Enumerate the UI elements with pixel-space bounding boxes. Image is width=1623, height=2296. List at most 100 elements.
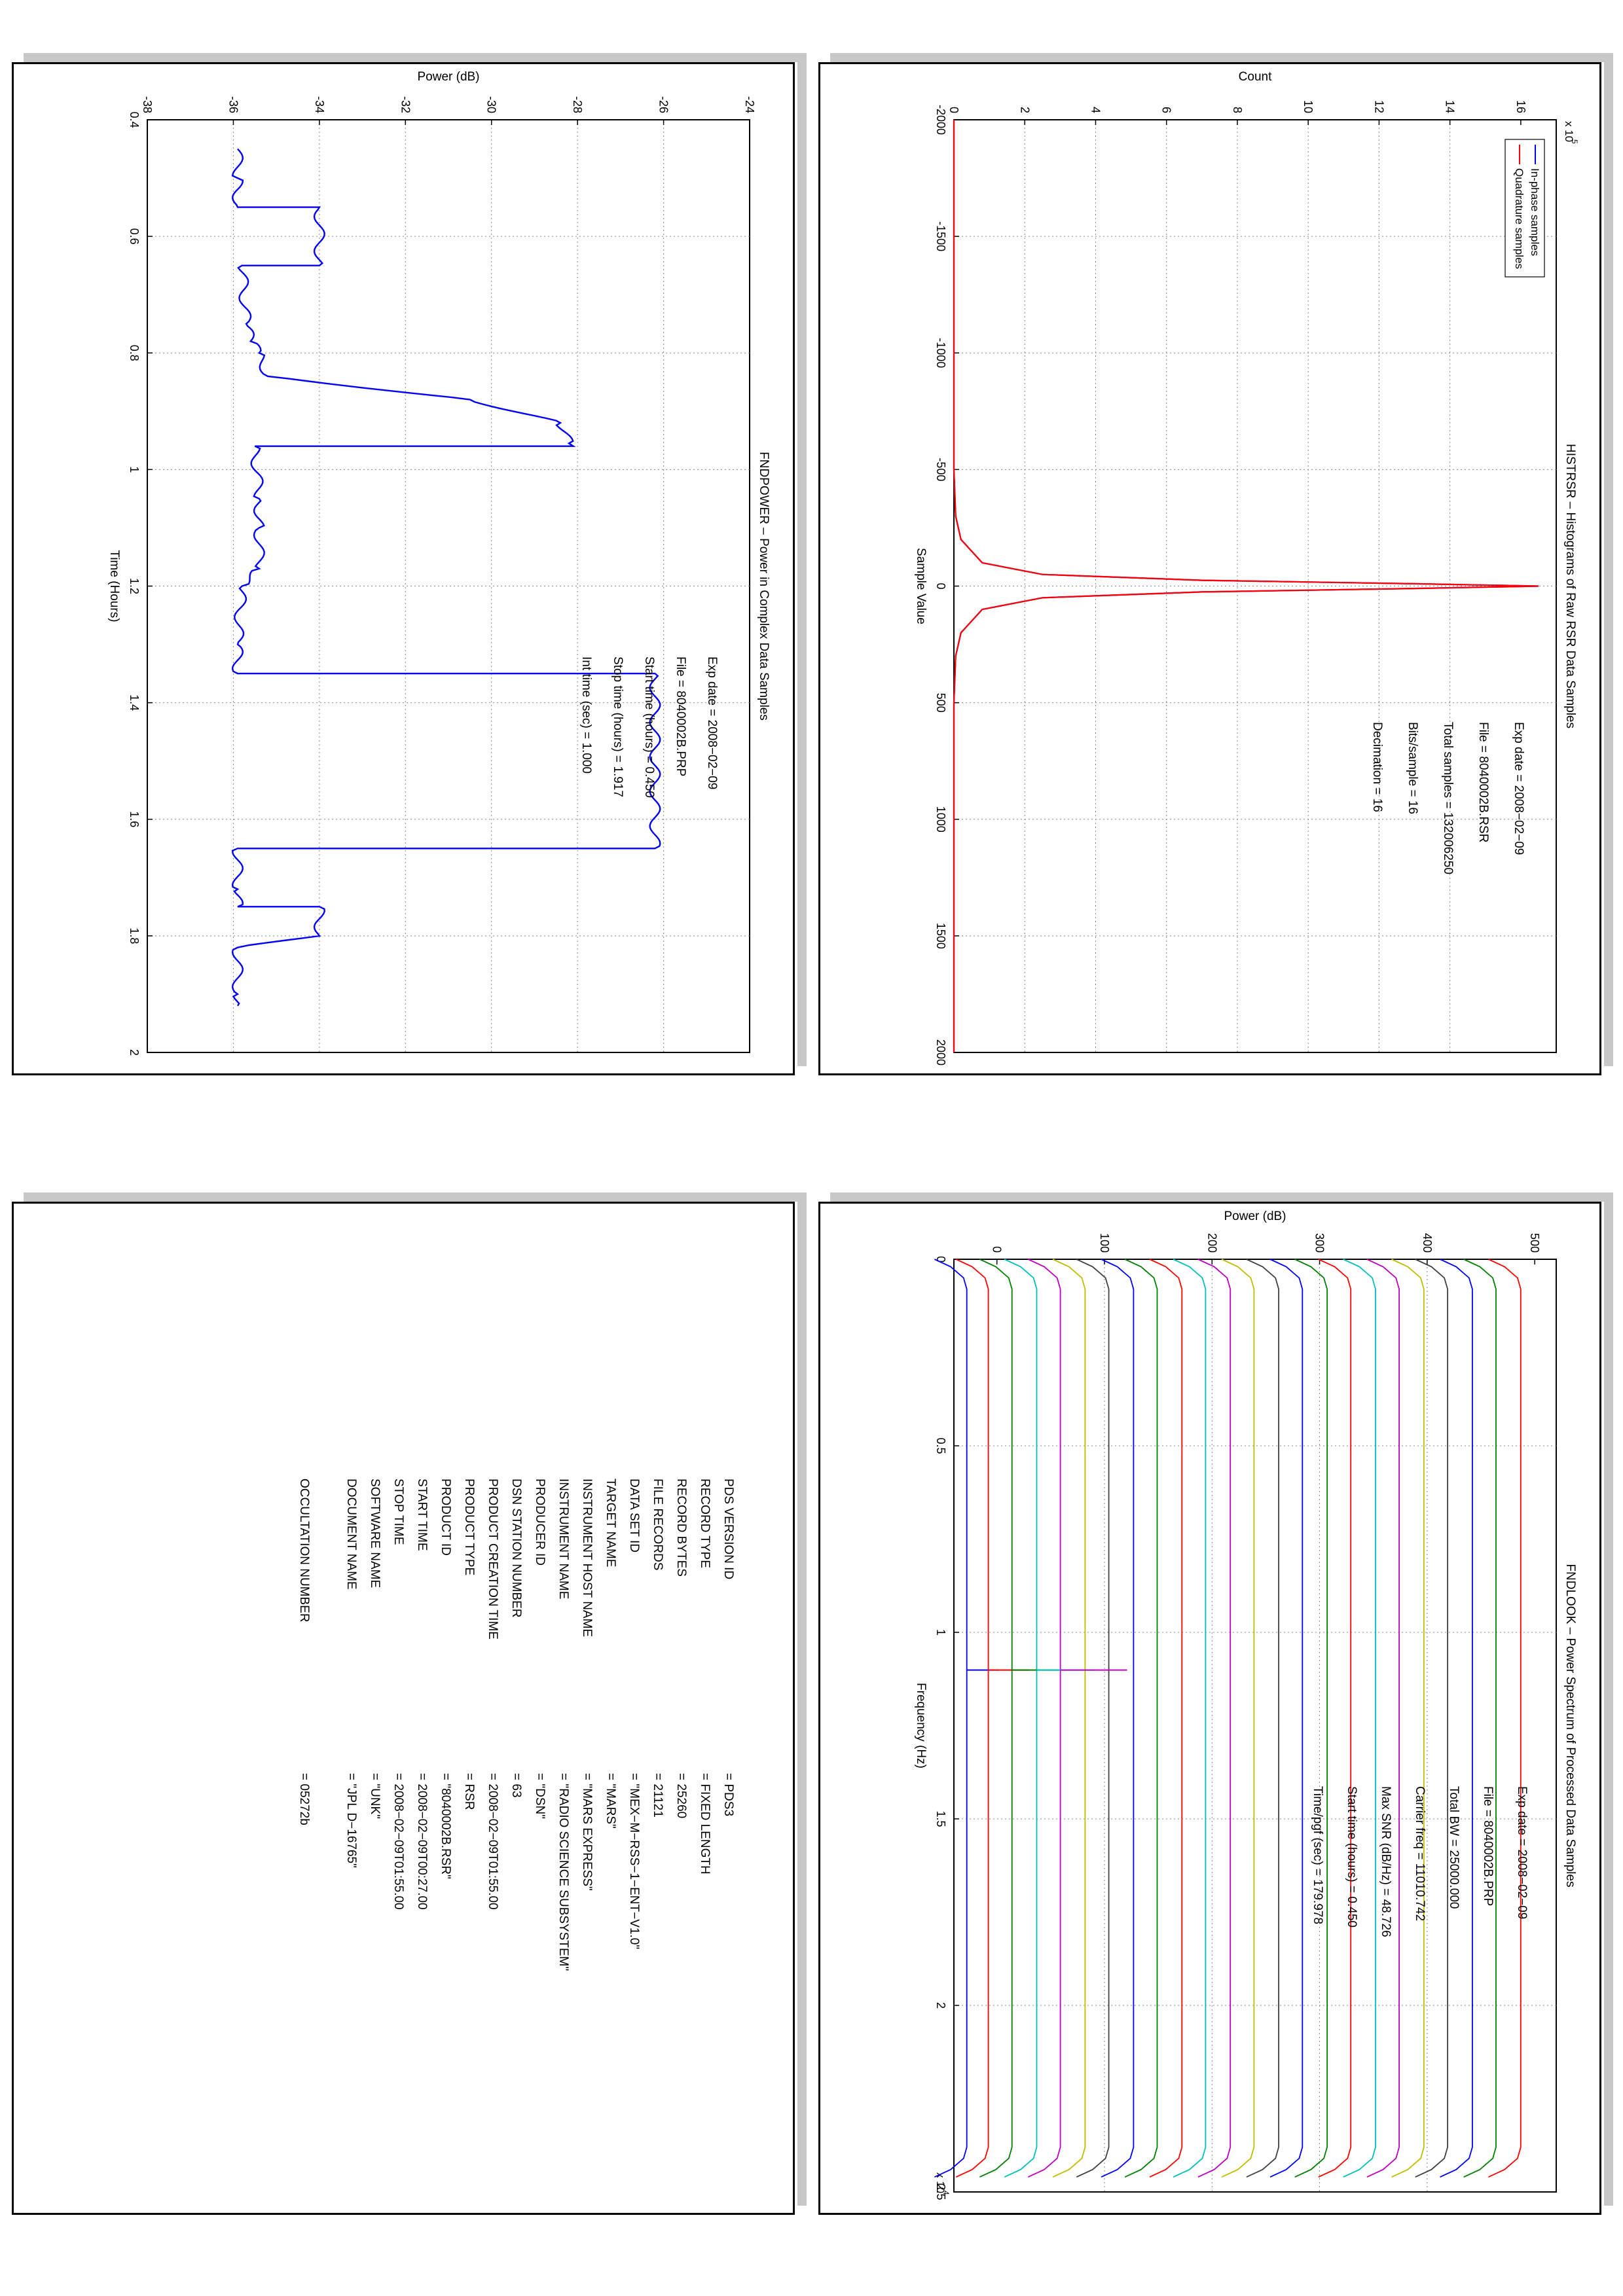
x-tick-label: 1.4 bbox=[128, 694, 141, 711]
chart-title: FNDLOOK – Power Spectrum of Processed Da… bbox=[1563, 1564, 1577, 1887]
spectrum-trace bbox=[1294, 1259, 1328, 2178]
x-tick-label: 2.5 bbox=[934, 2183, 947, 2200]
y-tick-label: 16 bbox=[1514, 100, 1527, 113]
x-tick-label: 500 bbox=[934, 693, 947, 713]
spectrum-trace bbox=[1101, 1259, 1135, 2178]
label-value: = FIXED LENGTH bbox=[698, 1773, 712, 1874]
label-key: PRODUCT ID bbox=[439, 1479, 452, 1556]
label-value: = "MARS" bbox=[604, 1773, 617, 1829]
label-value: = 2008−02−09T01:55.00 bbox=[486, 1773, 500, 1910]
spectrum-trace bbox=[1391, 1259, 1425, 2178]
y-tick-label: 0 bbox=[991, 1246, 1004, 1253]
spectrum-trace bbox=[1052, 1259, 1086, 2178]
spectrum-trace bbox=[1463, 1259, 1497, 2178]
spectrum-rotated: 0 0.5 1 1.5 2 2.5 0 100 200 300 400 500 FNDLOOK – Po… bbox=[820, 1204, 1599, 2213]
spectrum-trace bbox=[1318, 1259, 1352, 2178]
y-tick-label: -34 bbox=[313, 96, 326, 113]
y-multiplier: x 10 bbox=[1563, 121, 1575, 142]
info-line: Exp date = 2008−02−09 bbox=[705, 656, 719, 789]
label-key: OCCULTATION NUMBER bbox=[297, 1479, 311, 1623]
y-tick-label: 0 bbox=[947, 107, 960, 113]
spectrum-trace bbox=[1440, 1259, 1473, 2178]
label-value: = 21121 bbox=[651, 1773, 665, 1818]
panel-frame: 0 0.5 1 1.5 2 2.5 0 100 200 300 400 500 FNDLOOK – Po… bbox=[818, 1202, 1601, 2215]
y-tick-label: 14 bbox=[1444, 100, 1457, 113]
legend-label: In-phase samples bbox=[1529, 168, 1541, 256]
spectrum-trace bbox=[1246, 1259, 1279, 2178]
label-value: = "DSN" bbox=[533, 1773, 547, 1819]
label-value: = 05272b bbox=[297, 1773, 311, 1825]
x-tick-label: 0.6 bbox=[128, 228, 141, 245]
x-tick-label: 0.5 bbox=[934, 1437, 947, 1454]
label-value: = "UNK" bbox=[368, 1773, 382, 1819]
label-key: RECORD BYTES bbox=[674, 1479, 688, 1577]
label-key: DATA SET ID bbox=[627, 1479, 641, 1552]
x-multiplier: x 10 bbox=[934, 2172, 947, 2193]
label-key: STOP TIME bbox=[392, 1479, 405, 1545]
power-series-line bbox=[231, 148, 661, 1007]
label-key: DOCUMENT NAME bbox=[344, 1479, 358, 1590]
x-tick-label: 0 bbox=[934, 583, 947, 589]
label-key: RECORD TYPE bbox=[698, 1479, 712, 1568]
x-multiplier-exponent: 4 bbox=[941, 2191, 951, 2195]
label-key: START TIME bbox=[415, 1479, 429, 1551]
y-axis-label: Count bbox=[1239, 70, 1272, 84]
label-value: = "MEX−M−RSS−1−ENT−V1.0" bbox=[627, 1773, 641, 1949]
legend-box bbox=[1504, 139, 1545, 278]
panel-frame: -2000 -1500 -1000 -500 0 500 1000 1500 2000 0 2 4 6 8… bbox=[818, 62, 1601, 1075]
info-line: Start time (hours) = 0.450 bbox=[642, 656, 656, 798]
y-tick-label: 200 bbox=[1205, 1233, 1218, 1253]
y-tick-label: 300 bbox=[1313, 1233, 1326, 1253]
power-rotated: 0.4 0.6 0.8 1 1.2 1.4 1.6 1.8 2 -38 -36 -34 -32 -30 -2… bbox=[14, 64, 793, 1073]
y-tick-label: 8 bbox=[1231, 107, 1244, 113]
y-tick-label: 12 bbox=[1372, 100, 1385, 113]
info-line: File = 8040002B.RSR bbox=[1476, 722, 1490, 842]
x-tick-label: 1.2 bbox=[128, 578, 141, 594]
spectrum-trace bbox=[1028, 1259, 1061, 2178]
y-tick-label: -24 bbox=[743, 96, 756, 113]
y-tick-label: 10 bbox=[1302, 100, 1315, 113]
label-value: = RSR bbox=[462, 1773, 476, 1810]
spectrum-trace bbox=[1221, 1259, 1255, 2178]
y-tick-label: -28 bbox=[571, 96, 584, 113]
x-tick-label: 2 bbox=[934, 2002, 947, 2009]
label-key: PRODUCER ID bbox=[533, 1479, 547, 1566]
legend-label: Quadrature samples bbox=[1513, 168, 1525, 269]
spectrum-trace bbox=[955, 1259, 989, 2178]
label-value: = 25260 bbox=[674, 1773, 688, 1818]
y-tick-label: 4 bbox=[1089, 107, 1102, 113]
info-line: Start time (hours) = 0.450 bbox=[1345, 1786, 1359, 1928]
label-rotated: PDS VERSION ID = PDS3 RECORD TYPE = FIXED L… bbox=[14, 1204, 793, 2213]
label-value: = 63 bbox=[509, 1773, 523, 1798]
spectrum-trace bbox=[1124, 1259, 1158, 2178]
spectrum-panel: 0 0.5 1 1.5 2 2.5 0 100 200 300 400 500 FNDLOOK – Po… bbox=[818, 1193, 1613, 2215]
info-line: File = 8040002B.PRP bbox=[1481, 1786, 1495, 1906]
info-line: File = 8040002B.PRP bbox=[674, 656, 687, 776]
pds-label-listing: PDS VERSION ID = PDS3 RECORD TYPE = FIXED L… bbox=[297, 1479, 735, 1971]
panel-shadow bbox=[830, 53, 1613, 1066]
x-tick-label: 0.8 bbox=[128, 345, 141, 361]
histogram-chart: -2000 -1500 -1000 -500 0 500 1000 1500 2000 0 2 4 6 8… bbox=[914, 70, 1579, 1066]
label-value: = "MARS EXPRESS" bbox=[580, 1773, 594, 1891]
label-key: INSTRUMENT HOST NAME bbox=[580, 1479, 594, 1637]
histogram-rotated: -2000 -1500 -1000 -500 0 500 1000 1500 2000 0 2 4 6 8… bbox=[820, 64, 1599, 1073]
histogram-panel: -2000 -1500 -1000 -500 0 500 1000 1500 2000 0 2 4 6 8… bbox=[818, 53, 1613, 1075]
label-value: = "8040002B.RSR" bbox=[439, 1773, 452, 1879]
y-axis-label: Power (dB) bbox=[417, 70, 479, 84]
label-panel: PDS VERSION ID = PDS3 RECORD TYPE = FIXED L… bbox=[12, 1193, 807, 2215]
spectrum-trace bbox=[1197, 1259, 1231, 2178]
info-line: Decimation = 16 bbox=[1370, 722, 1384, 812]
panel-shadow bbox=[24, 1193, 807, 2206]
x-tick-label: 0.4 bbox=[128, 111, 141, 128]
spectrum-trace bbox=[1415, 1259, 1448, 2178]
y-tick-label: 500 bbox=[1528, 1233, 1541, 1253]
label-value: = 2008−02−09T00:27.00 bbox=[415, 1773, 429, 1910]
x-tick-label: 1 bbox=[128, 466, 141, 473]
info-line: Int time (sec) = 1.000 bbox=[579, 656, 593, 774]
x-tick-label: -1500 bbox=[934, 221, 947, 251]
info-line: Carrier freq = 11010.742 bbox=[1413, 1786, 1427, 1921]
x-axis-label: Frequency (Hz) bbox=[914, 1683, 928, 1768]
info-line: Time/pgf (sec) = 179.978 bbox=[1311, 1786, 1324, 1924]
label-key: TARGET NAME bbox=[604, 1479, 617, 1567]
power-panel: 0.4 0.6 0.8 1 1.2 1.4 1.6 1.8 2 -38 -36 -34 -32 -30 -2… bbox=[12, 53, 807, 1075]
